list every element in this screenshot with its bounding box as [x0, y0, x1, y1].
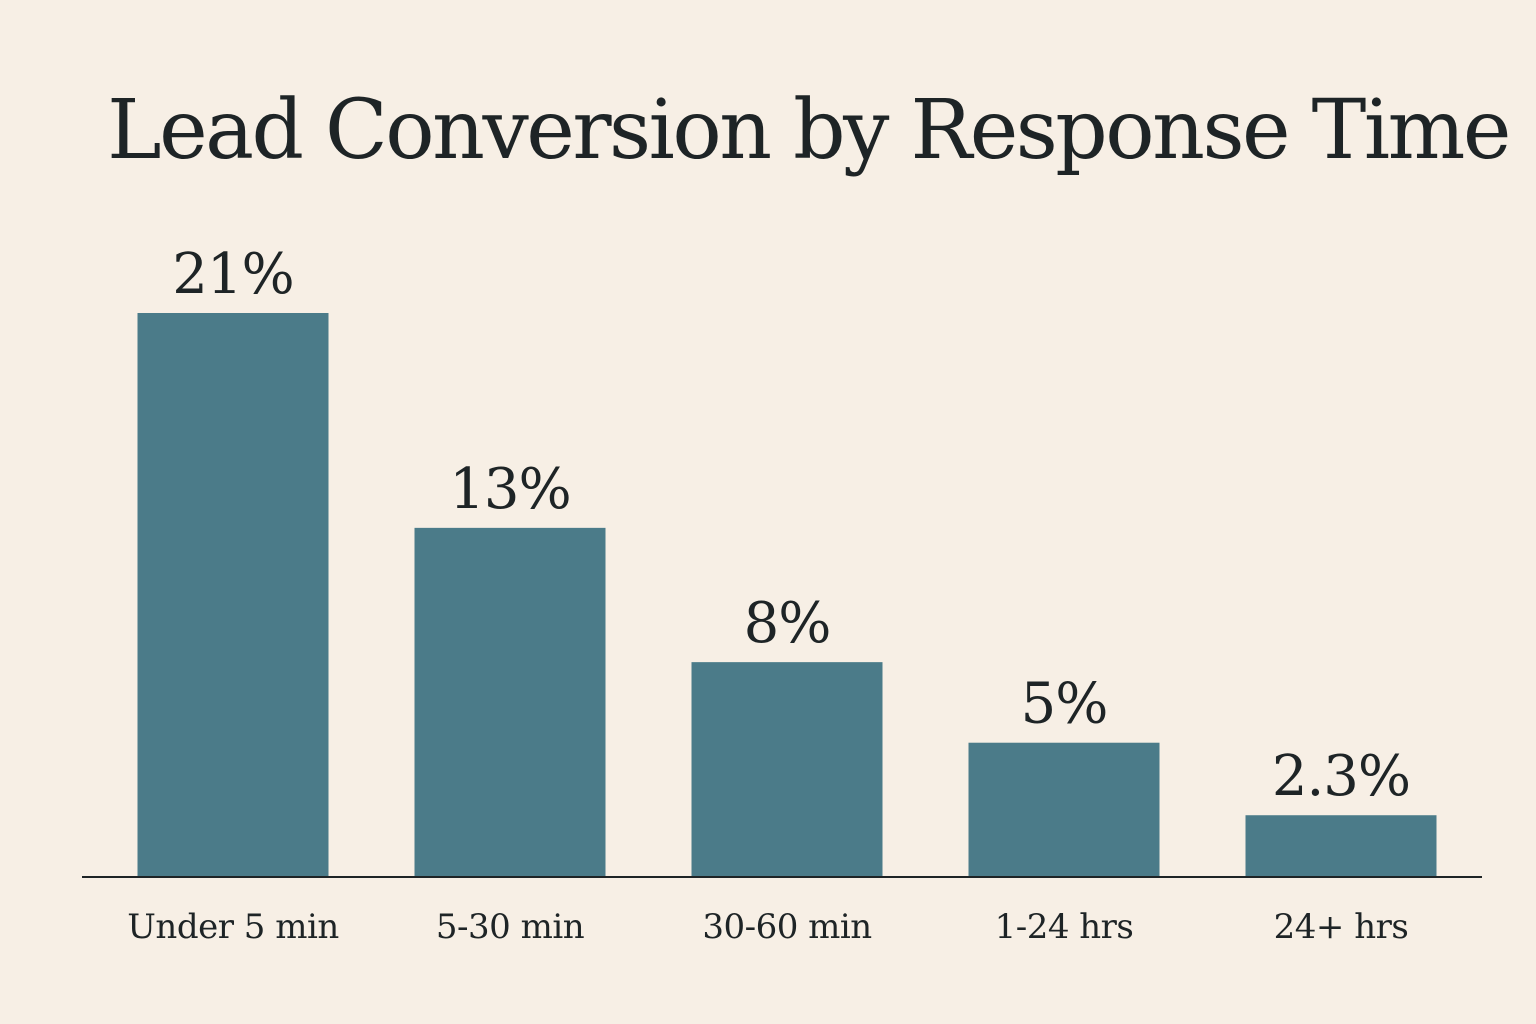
value-label-3: 8% — [744, 591, 831, 656]
bar-3 — [691, 662, 883, 877]
chart-title: Lead Conversion by Response Time — [107, 83, 1509, 178]
value-label-5: 2.3% — [1272, 744, 1410, 809]
category-labels-group: Under 5 min 5-30 min 30-60 min 1-24 hrs 24+ … — [127, 907, 1409, 947]
value-label-2: 13% — [449, 457, 570, 522]
value-label-1: 21% — [172, 242, 293, 307]
category-label-5: 24+ hrs — [1274, 907, 1409, 947]
category-label-4: 1-24 hrs — [995, 907, 1134, 947]
bar-1 — [137, 313, 329, 877]
bar-5 — [1245, 815, 1437, 877]
bars-group — [137, 313, 1437, 877]
bar-2 — [414, 527, 606, 877]
category-label-2: 5-30 min — [436, 907, 584, 947]
value-label-4: 5% — [1021, 672, 1108, 737]
value-labels-group: 21% 13% 8% 5% 2.3% — [172, 242, 1411, 809]
category-label-1: Under 5 min — [127, 907, 338, 947]
category-label-3: 30-60 min — [702, 907, 871, 947]
bar-4 — [968, 742, 1160, 877]
